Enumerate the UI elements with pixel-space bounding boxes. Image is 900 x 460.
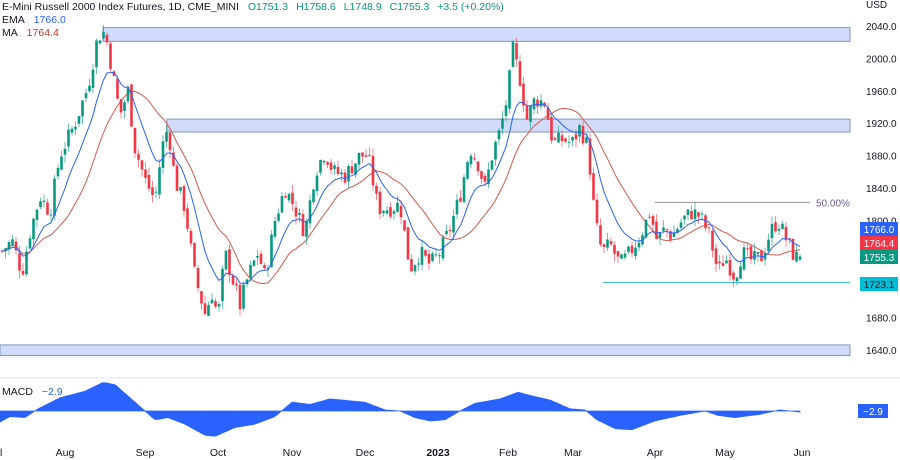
time-label: l <box>0 447 2 459</box>
price-axis[interactable]: USD 2040.0 2000.0 1960.0 1920.0 1880.0 1840.0 1… <box>860 0 898 357</box>
macd-value: −2.9 <box>41 386 63 398</box>
price-tick: 2000.0 <box>866 54 897 65</box>
svg-text:−2.9: −2.9 <box>863 407 883 418</box>
price-tick: 1800.0 <box>866 216 897 227</box>
symbol-title: E-Mini Russell 2000 Index Futures, 1D, C… <box>2 1 239 13</box>
svg-text:1766.0: 1766.0 <box>864 225 895 236</box>
ma-label: MA <box>2 27 18 39</box>
ma-badge <box>860 236 898 250</box>
time-label: Oct <box>210 447 226 459</box>
time-label: 2023 <box>426 447 450 459</box>
ohlc-high: H1758.6 <box>296 1 336 13</box>
ma-value: 1764.4 <box>26 27 59 39</box>
close-badge <box>860 250 898 264</box>
macd-area <box>0 382 801 437</box>
time-label: Feb <box>499 447 517 459</box>
price-tick: 2040.0 <box>866 22 897 33</box>
price-tick: 1880.0 <box>866 152 897 163</box>
ema-legend[interactable]: EMA 1766.0 <box>2 14 66 27</box>
support-badge <box>860 277 898 291</box>
price-tick: 1680.0 <box>866 313 897 324</box>
zones-layer <box>0 27 851 356</box>
candles-layer <box>0 25 802 317</box>
svg-text:1764.4: 1764.4 <box>864 239 895 250</box>
fib-label: 50.00% <box>816 198 850 209</box>
ohlc-open: O1751.3 <box>247 1 289 13</box>
time-label: Jun <box>794 447 811 459</box>
time-label: Aug <box>56 447 75 459</box>
svg-text:1723.1: 1723.1 <box>864 280 895 291</box>
price-tick: 1920.0 <box>866 119 897 130</box>
resistance-zone-mid[interactable] <box>166 118 851 133</box>
time-label: May <box>715 447 736 459</box>
ema-line <box>1 71 801 284</box>
macd-label: MACD <box>2 386 33 398</box>
macd-badge <box>858 404 888 418</box>
price-tick: 1840.0 <box>866 184 897 195</box>
ma-line <box>1 90 801 285</box>
svg-text:1755.3: 1755.3 <box>864 253 895 264</box>
time-label: Mar <box>564 447 583 459</box>
ohlc-close: C1755.3 <box>389 1 430 13</box>
support-zone-bottom[interactable] <box>0 344 851 356</box>
macd-pane: −2.9 <box>0 382 888 437</box>
price-tick: 1960.0 <box>866 87 897 98</box>
macd-legend[interactable]: MACD −2.9 <box>2 386 63 399</box>
time-axis[interactable]: l Aug Sep Oct Nov Dec 2023 Feb Mar Apr May Jun <box>0 447 811 459</box>
ema-value: 1766.0 <box>33 14 66 26</box>
price-change: +3.5 (+0.20%) <box>437 1 504 13</box>
time-label: Nov <box>283 447 302 459</box>
time-label: Apr <box>647 447 664 459</box>
ma-legend[interactable]: MA 1764.4 <box>2 27 59 40</box>
time-label: Sep <box>136 447 155 459</box>
ema-badge <box>860 222 898 236</box>
currency-label: USD <box>866 0 887 11</box>
symbol-legend: E-Mini Russell 2000 Index Futures, 1D, C… <box>2 1 509 14</box>
ema-label: EMA <box>2 14 25 26</box>
price-tick: 1640.0 <box>866 346 897 357</box>
ohlc-low: L1748.9 <box>343 1 382 13</box>
levels-layer: 50.00% <box>603 198 850 284</box>
resistance-zone-top[interactable] <box>102 27 851 42</box>
time-label: Dec <box>356 447 375 459</box>
